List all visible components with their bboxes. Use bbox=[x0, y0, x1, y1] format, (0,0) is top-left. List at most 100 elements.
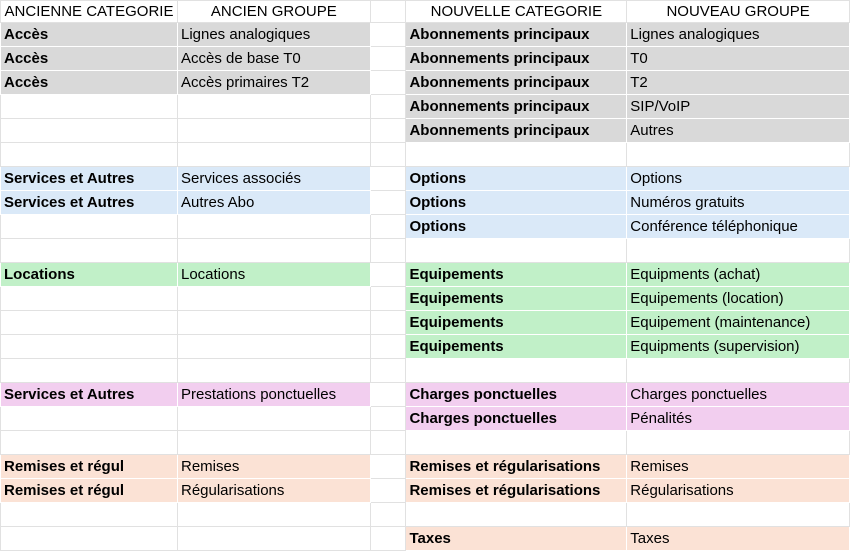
old-group-cell[interactable] bbox=[176, 142, 371, 167]
new-group-cell[interactable]: Charges ponctuelles bbox=[626, 382, 850, 407]
old-group-cell[interactable]: Services associés bbox=[177, 166, 371, 191]
empty-cell[interactable] bbox=[369, 238, 407, 263]
new-group-cell[interactable] bbox=[626, 502, 850, 527]
old-group-cell[interactable]: Accès primaires T2 bbox=[177, 70, 371, 95]
old-group-cell[interactable] bbox=[176, 286, 371, 311]
old-category-cell[interactable] bbox=[0, 334, 178, 359]
empty-cell[interactable] bbox=[369, 358, 407, 383]
new-category-cell[interactable]: Remises et régularisations bbox=[405, 454, 627, 479]
new-group-cell[interactable]: T0 bbox=[626, 46, 850, 71]
header-new-group[interactable]: NOUVEAU GROUPE bbox=[626, 0, 850, 23]
header-old-group[interactable]: ANCIEN GROUPE bbox=[176, 0, 371, 23]
new-category-cell[interactable]: Options bbox=[405, 214, 627, 239]
empty-cell[interactable] bbox=[369, 526, 407, 551]
old-group-cell[interactable]: Accès de base T0 bbox=[177, 46, 371, 71]
new-group-cell[interactable]: Equipement (maintenance) bbox=[626, 310, 850, 335]
new-category-cell[interactable] bbox=[405, 142, 628, 167]
header-old-category[interactable]: ANCIENNE CATEGORIE bbox=[0, 0, 178, 23]
empty-cell[interactable] bbox=[369, 286, 407, 311]
empty-cell[interactable] bbox=[369, 478, 407, 503]
old-group-cell[interactable]: Locations bbox=[177, 262, 371, 287]
new-category-cell[interactable]: Equipements bbox=[405, 286, 627, 311]
new-group-cell[interactable]: Conférence téléphonique bbox=[626, 214, 850, 239]
new-group-cell[interactable]: SIP/VoIP bbox=[626, 94, 850, 119]
old-group-cell[interactable] bbox=[176, 358, 371, 383]
old-group-cell[interactable]: Autres Abo bbox=[177, 190, 371, 215]
old-group-cell[interactable]: Lignes analogiques bbox=[177, 22, 371, 47]
new-category-cell[interactable]: Abonnements principaux bbox=[405, 94, 627, 119]
old-group-cell[interactable]: Régularisations bbox=[177, 478, 371, 503]
new-group-cell[interactable]: Numéros gratuits bbox=[626, 190, 850, 215]
empty-cell[interactable] bbox=[369, 118, 407, 143]
new-category-cell[interactable] bbox=[405, 238, 628, 263]
new-category-cell[interactable]: Equipements bbox=[405, 310, 627, 335]
empty-cell[interactable] bbox=[369, 214, 407, 239]
old-group-cell[interactable] bbox=[176, 214, 371, 239]
old-category-cell[interactable]: Services et Autres bbox=[0, 190, 178, 215]
new-category-cell[interactable]: Equipements bbox=[405, 334, 627, 359]
new-group-cell[interactable]: Pénalités bbox=[626, 406, 850, 431]
empty-cell[interactable] bbox=[369, 430, 407, 455]
new-category-cell[interactable] bbox=[405, 358, 628, 383]
old-category-cell[interactable]: Accès bbox=[0, 46, 178, 71]
old-category-cell[interactable] bbox=[0, 94, 178, 119]
old-group-cell[interactable] bbox=[176, 238, 371, 263]
old-category-cell[interactable]: Services et Autres bbox=[0, 166, 178, 191]
empty-cell[interactable] bbox=[369, 502, 407, 527]
new-category-cell[interactable]: Options bbox=[405, 166, 627, 191]
old-group-cell[interactable]: Remises bbox=[177, 454, 371, 479]
old-category-cell[interactable] bbox=[0, 238, 178, 263]
old-category-cell[interactable] bbox=[0, 310, 178, 335]
empty-cell[interactable] bbox=[369, 262, 407, 287]
new-group-cell[interactable]: Lignes analogiques bbox=[626, 22, 850, 47]
old-group-cell[interactable]: Prestations ponctuelles bbox=[177, 382, 371, 407]
empty-cell[interactable] bbox=[369, 382, 407, 407]
new-category-cell[interactable]: Charges ponctuelles bbox=[405, 406, 627, 431]
empty-cell[interactable] bbox=[369, 0, 407, 23]
new-category-cell[interactable]: Abonnements principaux bbox=[405, 118, 627, 143]
empty-cell[interactable] bbox=[369, 310, 407, 335]
new-category-cell[interactable]: Options bbox=[405, 190, 627, 215]
old-category-cell[interactable] bbox=[0, 430, 178, 455]
new-group-cell[interactable] bbox=[626, 142, 850, 167]
old-category-cell[interactable] bbox=[0, 286, 178, 311]
empty-cell[interactable] bbox=[369, 70, 407, 95]
new-category-cell[interactable] bbox=[405, 502, 628, 527]
old-category-cell[interactable] bbox=[0, 118, 178, 143]
old-category-cell[interactable] bbox=[0, 526, 178, 551]
old-category-cell[interactable] bbox=[0, 358, 178, 383]
old-category-cell[interactable]: Remises et régul bbox=[0, 478, 178, 503]
new-group-cell[interactable]: Equipments (achat) bbox=[626, 262, 850, 287]
old-category-cell[interactable] bbox=[0, 406, 178, 431]
empty-cell[interactable] bbox=[369, 406, 407, 431]
new-group-cell[interactable] bbox=[626, 238, 850, 263]
header-new-category[interactable]: NOUVELLE CATEGORIE bbox=[405, 0, 628, 23]
old-group-cell[interactable] bbox=[176, 526, 371, 551]
new-group-cell[interactable] bbox=[626, 430, 850, 455]
new-category-cell[interactable]: Taxes bbox=[405, 526, 627, 551]
new-category-cell[interactable]: Remises et régularisations bbox=[405, 478, 627, 503]
old-category-cell[interactable] bbox=[0, 502, 178, 527]
new-group-cell[interactable]: Equipments (supervision) bbox=[626, 334, 850, 359]
old-category-cell[interactable]: Accès bbox=[0, 22, 178, 47]
old-category-cell[interactable]: Remises et régul bbox=[0, 454, 178, 479]
old-group-cell[interactable] bbox=[176, 406, 371, 431]
new-group-cell[interactable]: Régularisations bbox=[626, 478, 850, 503]
empty-cell[interactable] bbox=[369, 454, 407, 479]
old-group-cell[interactable] bbox=[176, 334, 371, 359]
new-category-cell[interactable]: Equipements bbox=[405, 262, 627, 287]
old-category-cell[interactable]: Accès bbox=[0, 70, 178, 95]
empty-cell[interactable] bbox=[369, 190, 407, 215]
old-category-cell[interactable]: Locations bbox=[0, 262, 178, 287]
new-category-cell[interactable]: Abonnements principaux bbox=[405, 70, 627, 95]
new-category-cell[interactable]: Charges ponctuelles bbox=[405, 382, 627, 407]
empty-cell[interactable] bbox=[369, 334, 407, 359]
old-group-cell[interactable] bbox=[176, 310, 371, 335]
empty-cell[interactable] bbox=[369, 166, 407, 191]
new-group-cell[interactable] bbox=[626, 358, 850, 383]
old-group-cell[interactable] bbox=[176, 118, 371, 143]
old-category-cell[interactable] bbox=[0, 142, 178, 167]
old-category-cell[interactable] bbox=[0, 214, 178, 239]
old-category-cell[interactable]: Services et Autres bbox=[0, 382, 178, 407]
new-group-cell[interactable]: Remises bbox=[626, 454, 850, 479]
